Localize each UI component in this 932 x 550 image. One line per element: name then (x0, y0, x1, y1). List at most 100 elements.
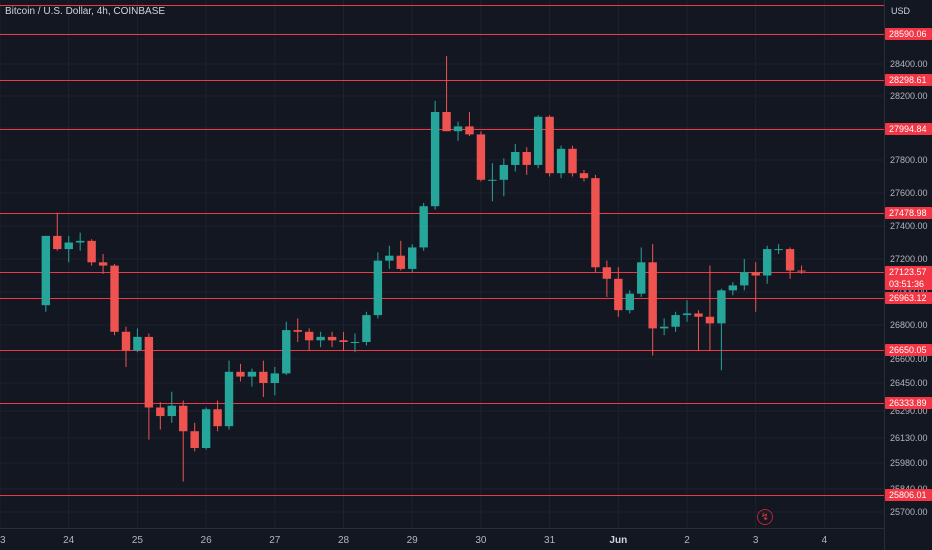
candle (64, 235, 73, 263)
candle (156, 402, 165, 430)
level-label-box (885, 266, 932, 290)
candle-body (625, 293, 634, 311)
candle (270, 367, 280, 396)
candle (545, 115, 554, 177)
x-tick-label: 27 (269, 535, 281, 546)
candle (350, 333, 360, 353)
candle (362, 311, 371, 346)
candle-body (201, 409, 211, 448)
candle (774, 244, 783, 255)
candle (236, 363, 245, 382)
candle (121, 326, 131, 367)
candle-body (110, 265, 119, 332)
y-tick-label: 28200.00 (890, 91, 928, 101)
candle (408, 244, 417, 273)
time-axis[interactable]: 232425262728293031Jun234 (0, 528, 884, 550)
candle (442, 56, 451, 132)
currency-label[interactable]: USD (891, 6, 911, 16)
candle-body (224, 371, 234, 427)
candle-body (614, 278, 623, 311)
candle-body (156, 407, 165, 417)
candle (659, 318, 669, 336)
candle-body (694, 313, 703, 317)
candle-body (522, 152, 531, 165)
candle-body (740, 272, 749, 286)
candle-body (247, 371, 257, 377)
level-label: 26650.05 (889, 345, 927, 355)
candle (110, 263, 119, 336)
x-tick-label: 3 (753, 535, 759, 546)
candle (430, 100, 440, 210)
y-tick-label: 26130.00 (890, 433, 928, 443)
x-tick-label: 24 (63, 535, 75, 546)
candle (339, 331, 348, 351)
candle-body (762, 249, 772, 276)
y-tick-label: 27600.00 (890, 188, 928, 198)
candle (304, 328, 314, 351)
candle (167, 391, 176, 423)
candle (797, 265, 806, 274)
candle (133, 328, 142, 353)
level-label-box (885, 344, 932, 356)
candle-body (133, 336, 142, 351)
candle-body (785, 249, 795, 271)
y-tick-label: 26600.00 (890, 354, 928, 364)
candle-body (362, 315, 371, 342)
x-tick-label: 29 (407, 535, 419, 546)
candle (385, 245, 394, 269)
candle-body (430, 112, 440, 207)
candle (201, 407, 211, 450)
candle-body (396, 255, 405, 269)
candle (717, 288, 726, 371)
candle (453, 121, 463, 141)
candle-body (408, 247, 417, 269)
candle-body (213, 409, 222, 427)
candle (53, 212, 62, 251)
candle (327, 331, 337, 348)
candle (465, 112, 474, 136)
candle-body (179, 405, 188, 432)
candle-body (282, 330, 291, 374)
candle-body (533, 116, 543, 165)
candle-body (774, 249, 783, 251)
candle (213, 400, 222, 432)
candle-body (602, 267, 612, 279)
candle (224, 360, 234, 430)
candle (144, 333, 154, 440)
x-tick-label: 4 (822, 535, 828, 546)
level-label: 26963.12 (889, 293, 927, 303)
candle-body (304, 331, 314, 341)
candle-body (419, 206, 428, 248)
candle-body (717, 290, 726, 324)
x-tick-label: 23 (0, 535, 6, 546)
candle (614, 267, 623, 317)
candle-body (556, 148, 566, 174)
level-label: 27994.84 (889, 124, 927, 134)
candle-body (75, 240, 85, 243)
candle-body (476, 134, 486, 180)
level-label-box (885, 489, 932, 501)
candle (293, 318, 302, 342)
candle (98, 254, 108, 274)
level-label: 25806.01 (889, 490, 927, 500)
candle (247, 368, 257, 387)
candle (373, 252, 383, 319)
level-label-box (885, 123, 932, 135)
horizontal-levels[interactable] (0, 5, 884, 496)
candle-body (327, 336, 337, 341)
candle-body (705, 316, 715, 324)
y-tick-label: 25980.00 (890, 458, 928, 468)
candle-body (373, 260, 383, 316)
y-tick-label: 26290.00 (890, 406, 928, 416)
lightning-icon[interactable]: ↯ (757, 509, 773, 525)
candle-body (659, 326, 669, 329)
candle (762, 245, 772, 284)
candle-body (453, 126, 463, 132)
candle (259, 360, 268, 397)
y-tick-label: 27800.00 (890, 155, 928, 165)
candle (87, 239, 96, 266)
level-label-box (885, 292, 932, 304)
candle-body (350, 342, 360, 343)
